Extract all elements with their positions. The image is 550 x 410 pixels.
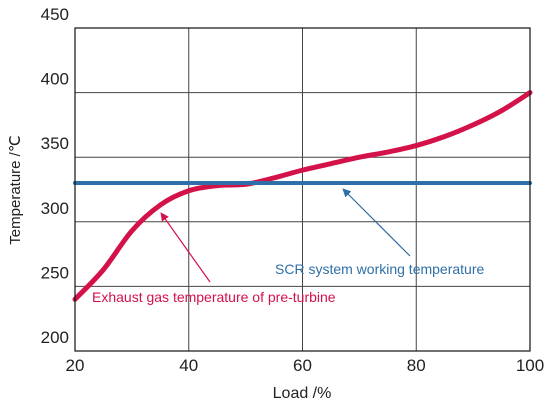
- plot-frame: [74, 27, 531, 352]
- x-axis-label: Load /%: [273, 385, 332, 402]
- y-tick-label: 200: [41, 328, 69, 347]
- series-annotation: Exhaust gas temperature of pre-turbine: [92, 289, 336, 305]
- annotation-arrow: [160, 212, 211, 283]
- x-tick-label: 100: [516, 356, 544, 375]
- x-tick-label: 80: [407, 356, 426, 375]
- annotation-arrow: [342, 188, 411, 257]
- x-tick-label: 20: [66, 356, 85, 375]
- lines: [72, 90, 533, 302]
- y-tick-label: 250: [41, 263, 69, 282]
- y-axis-label: Temperature /℃: [7, 135, 24, 244]
- x-tick-label: 40: [179, 356, 198, 375]
- y-tick-label: 450: [41, 5, 69, 24]
- y-tick-label: 300: [41, 199, 69, 218]
- y-tick-label: 400: [41, 70, 69, 89]
- y-tick-label: 350: [41, 134, 69, 153]
- series-annotation: SCR system working temperature: [275, 261, 485, 277]
- series-line: [72, 90, 533, 302]
- x-tick-label: 60: [293, 356, 312, 375]
